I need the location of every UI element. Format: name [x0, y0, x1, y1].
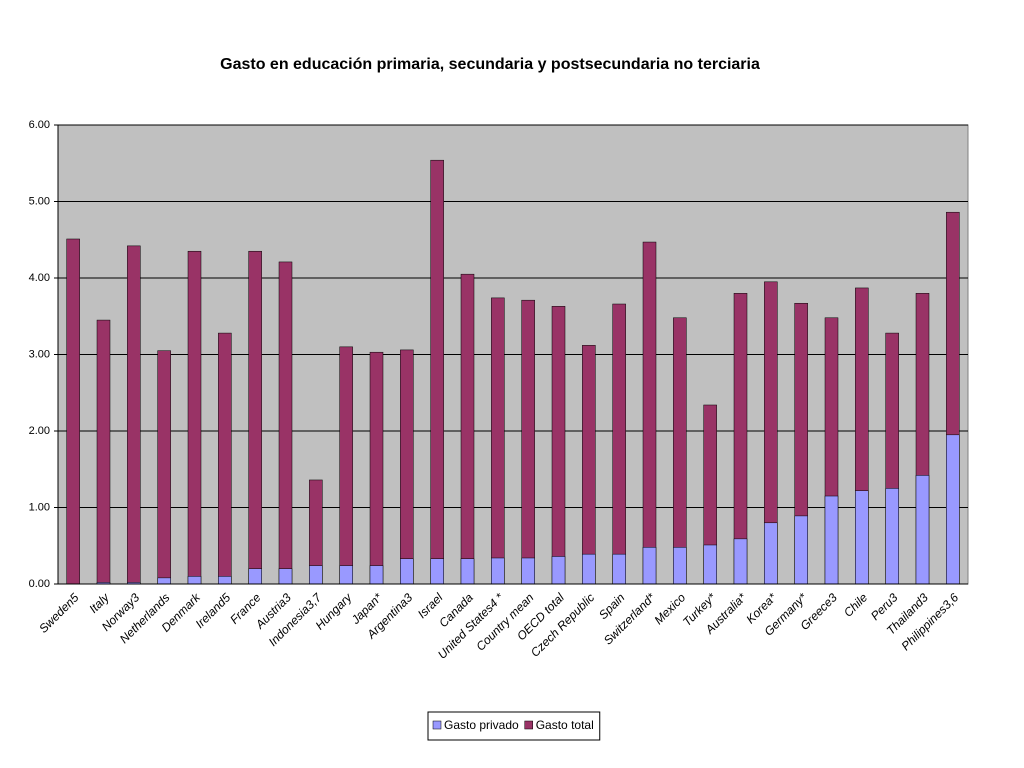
bar: [946, 434, 960, 585]
bar: [551, 556, 566, 585]
bar: [491, 557, 505, 585]
y-tick-label: 2.00: [29, 425, 50, 437]
bar: [157, 577, 171, 585]
bar: [673, 547, 687, 585]
legend-box: [427, 711, 601, 741]
bar: [278, 261, 293, 585]
bar: [824, 495, 839, 585]
y-tick-label: 3.00: [29, 348, 50, 360]
bar: [855, 490, 869, 585]
bar: [369, 351, 384, 585]
bar: [521, 557, 535, 585]
bar: [430, 159, 444, 585]
bar: [673, 317, 687, 585]
bar: [339, 346, 353, 585]
bar: [885, 488, 899, 585]
bar: [187, 250, 202, 585]
bar: [582, 553, 596, 585]
bar: [582, 345, 596, 585]
bar: [248, 250, 262, 585]
bar: [642, 547, 657, 585]
bar: [460, 558, 475, 585]
bar: [764, 522, 778, 585]
bar: [400, 349, 414, 585]
bar: [642, 241, 657, 585]
legend-label: Gasto total: [536, 718, 594, 732]
x-tick-label: Sweden5: [36, 590, 82, 636]
y-tick-label: 5.00: [29, 195, 50, 207]
bar: [703, 544, 717, 585]
bar: [157, 350, 171, 585]
bar: [339, 565, 353, 585]
bar: [915, 475, 930, 585]
bar: [187, 576, 202, 585]
x-tick-label: Chile: [841, 590, 870, 619]
y-tick-label: 6.00: [29, 119, 50, 131]
legend-swatch: [524, 720, 533, 730]
legend-label: Gasto privado: [444, 718, 519, 732]
bar: [369, 565, 384, 585]
y-tick-label: 0.00: [29, 578, 50, 590]
bar: [96, 319, 111, 585]
bar: [521, 299, 535, 585]
bar: [612, 553, 626, 585]
bar: [66, 238, 80, 585]
bar: [733, 538, 748, 585]
legend-swatch: [432, 720, 442, 730]
bar: [218, 332, 232, 585]
x-tick-label: Italy: [86, 590, 112, 616]
bar: [794, 515, 808, 585]
bar: [430, 558, 444, 585]
bar: [400, 558, 414, 585]
bar: [460, 273, 475, 585]
bar: [127, 245, 141, 585]
bar: [491, 297, 505, 585]
bar: [248, 568, 262, 585]
chart-title: Gasto en educación primaria, secundaria …: [220, 56, 760, 73]
bar: [218, 576, 232, 585]
bar: [612, 303, 626, 585]
bar: [278, 568, 293, 585]
bar: [309, 565, 323, 585]
bar: [551, 306, 566, 585]
y-tick-label: 4.00: [29, 272, 50, 284]
y-tick-label: 1.00: [29, 501, 50, 513]
